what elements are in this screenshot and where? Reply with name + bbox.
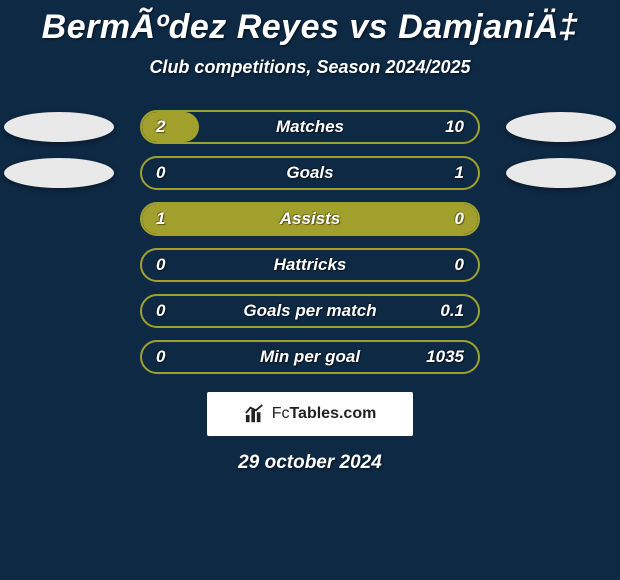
stat-value-right: 0 — [455, 209, 464, 229]
logo-main: Tables.com — [289, 405, 376, 422]
stat-value-left: 2 — [156, 117, 165, 137]
stat-value-left: 0 — [156, 255, 165, 275]
stat-value-left: 0 — [156, 301, 165, 321]
stat-bar: 0 0 Hattricks — [140, 248, 480, 282]
stat-value-left: 0 — [156, 163, 165, 183]
stat-value-right: 0 — [455, 255, 464, 275]
stat-row: 0 1035 Min per goal — [0, 334, 620, 380]
stat-row: 0 0.1 Goals per match — [0, 288, 620, 334]
player-left-oval — [4, 112, 114, 142]
comparison-card: BermÃºdez Reyes vs DamjaniÄ‡ Club compet… — [0, 0, 620, 580]
stat-bar: 0 1 Goals — [140, 156, 480, 190]
stat-bar-fill — [142, 112, 199, 142]
stat-bar: 0 1035 Min per goal — [140, 340, 480, 374]
stat-label: Matches — [276, 117, 344, 137]
stat-bar: 1 0 Assists — [140, 202, 480, 236]
stat-label: Goals — [286, 163, 333, 183]
stat-value-left: 1 — [156, 209, 165, 229]
stat-row: 2 10 Matches — [0, 104, 620, 150]
stat-bar: 2 10 Matches — [140, 110, 480, 144]
stat-label: Assists — [280, 209, 340, 229]
stat-value-right: 10 — [445, 117, 464, 137]
stat-value-left: 0 — [156, 347, 165, 367]
stat-bar: 0 0.1 Goals per match — [140, 294, 480, 328]
player-right-oval — [506, 112, 616, 142]
logo-text: FcTables.com — [272, 405, 377, 423]
subtitle: Club competitions, Season 2024/2025 — [0, 57, 620, 78]
player-right-oval — [506, 158, 616, 188]
stat-row: 0 1 Goals — [0, 150, 620, 196]
stat-label: Min per goal — [260, 347, 360, 367]
bar-chart-icon — [244, 404, 266, 424]
stat-rows: 210Matches01Goals10Assists00Hattricks00.… — [0, 104, 620, 380]
stat-label: Hattricks — [274, 255, 347, 275]
stat-row: 1 0 Assists — [0, 196, 620, 242]
stat-label: Goals per match — [243, 301, 376, 321]
stat-value-right: 0.1 — [440, 301, 464, 321]
stat-row: 0 0 Hattricks — [0, 242, 620, 288]
logo-prefix: Fc — [272, 405, 290, 422]
page-title: BermÃºdez Reyes vs DamjaniÄ‡ — [0, 8, 620, 47]
player-left-oval — [4, 158, 114, 188]
stat-value-right: 1035 — [426, 347, 464, 367]
logo-box: FcTables.com — [207, 392, 413, 436]
date-label: 29 october 2024 — [0, 452, 620, 474]
stat-value-right: 1 — [455, 163, 464, 183]
